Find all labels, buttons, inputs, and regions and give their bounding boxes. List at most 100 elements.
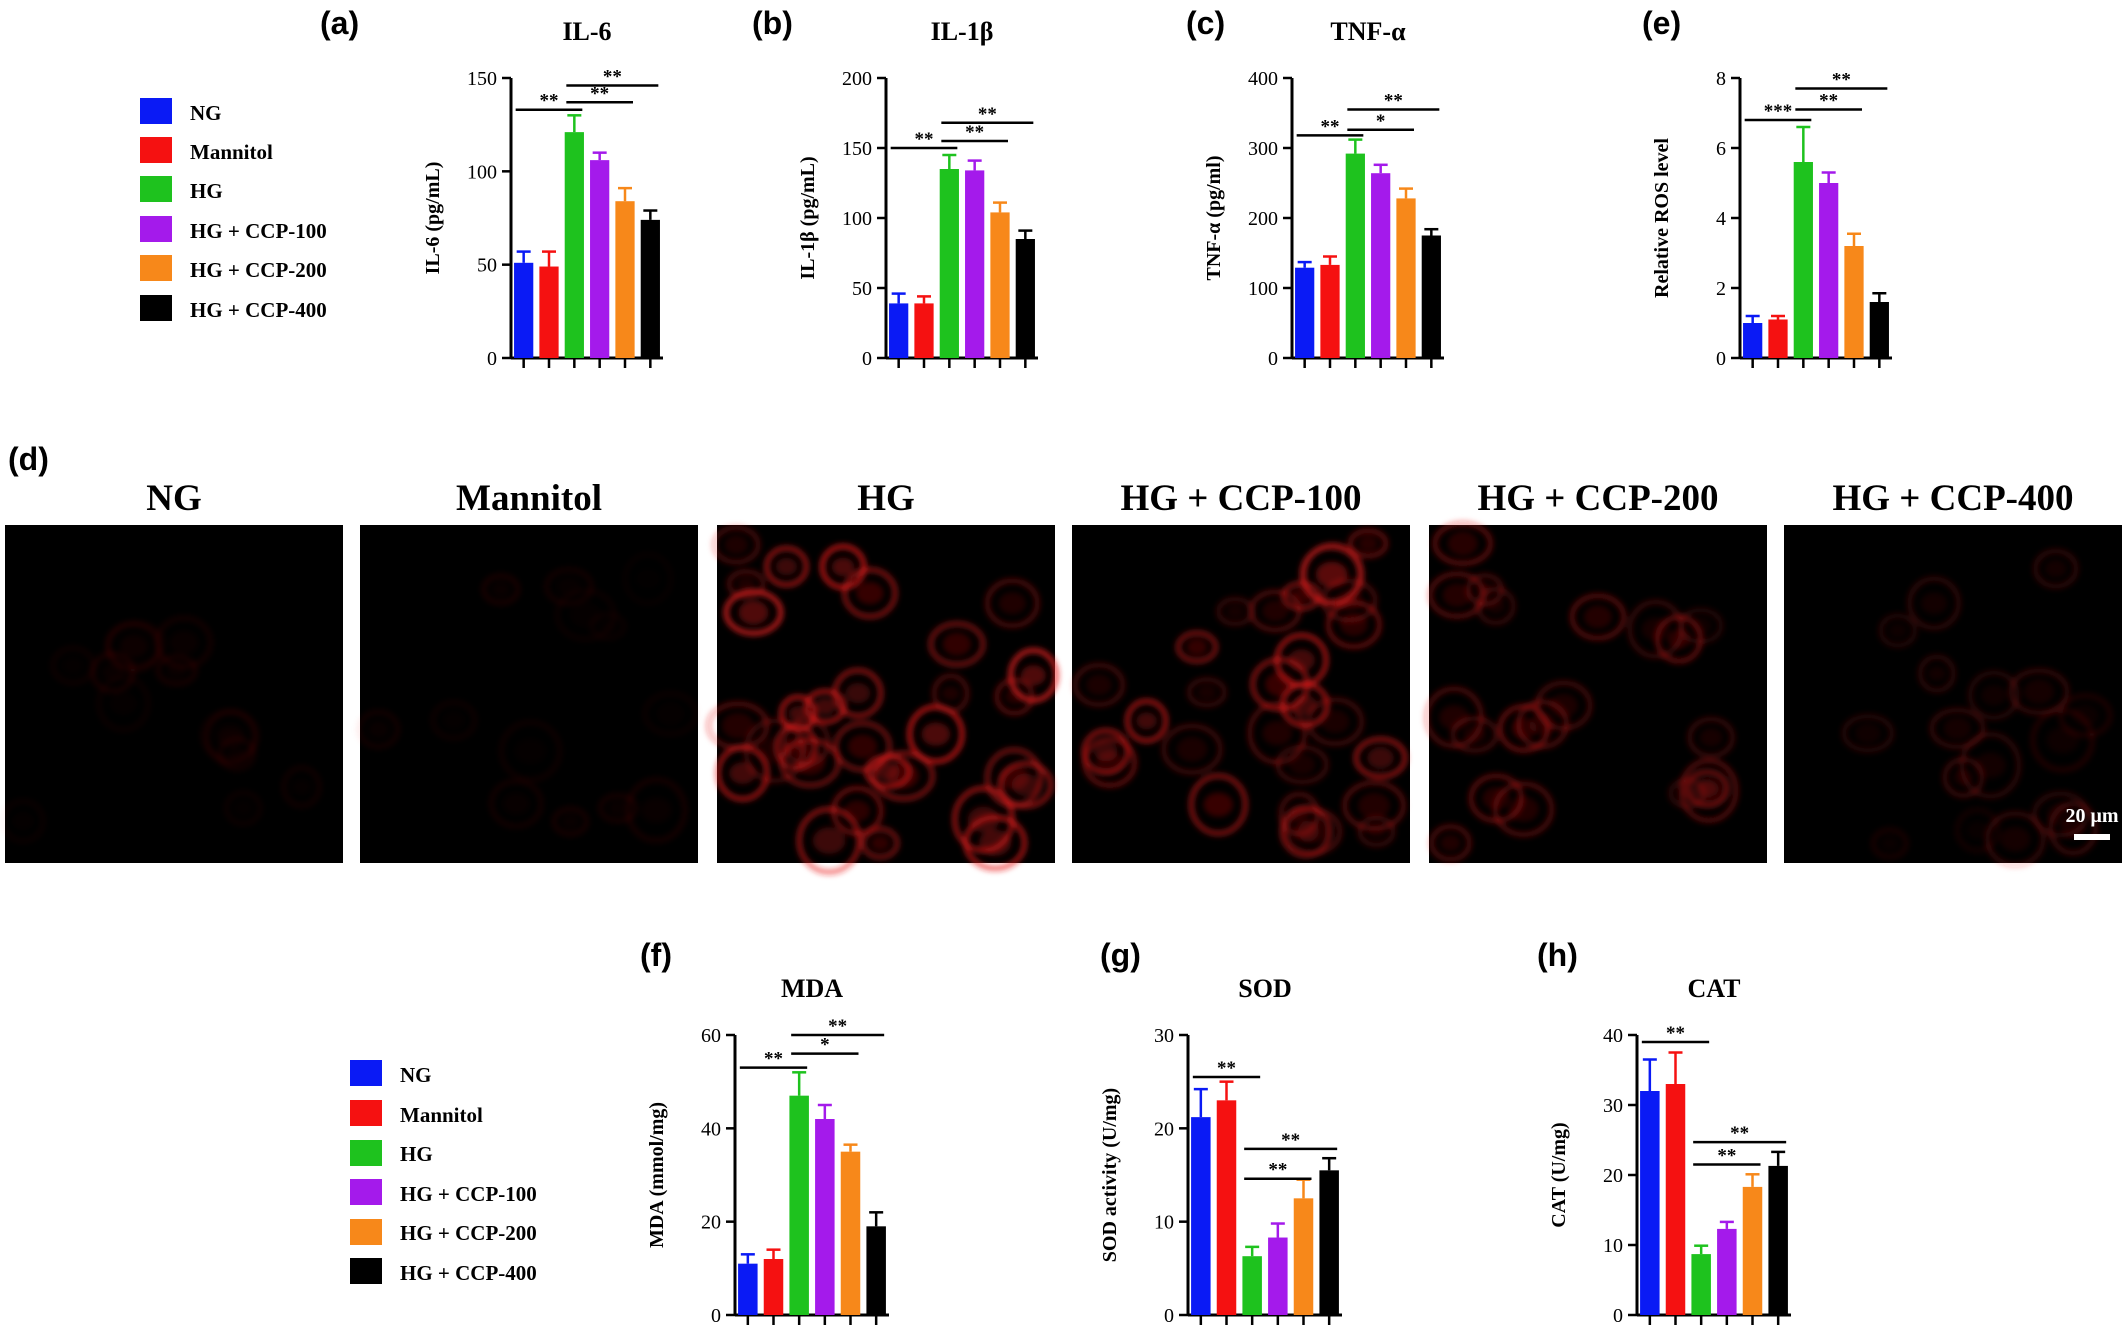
legend-swatch: [140, 137, 172, 163]
cell: [726, 568, 766, 600]
significance-label: **: [1730, 1123, 1749, 1144]
cell-interior: [561, 814, 580, 829]
bar: [939, 169, 959, 358]
cell-interior: [1953, 769, 1974, 786]
cell-interior: [729, 762, 757, 785]
y-tick-label: 100: [467, 161, 497, 183]
cell-interior: [1927, 666, 1947, 682]
micrograph: [5, 525, 343, 863]
y-tick-label: 150: [467, 68, 497, 90]
chart-title: SOD: [1238, 974, 1291, 1003]
y-axis-label: Relative ROS level: [1651, 138, 1673, 298]
y-tick-label: 100: [842, 208, 872, 230]
cell: [1954, 807, 2001, 853]
y-tick-label: 0: [1164, 1305, 1174, 1327]
significance-label: **: [764, 1049, 783, 1070]
chart-sod: (g) SOD 0 10 20 30 SOD activity (U/mg) ** ** **: [1099, 937, 1342, 1327]
bar: [590, 160, 610, 358]
cell-interior: [721, 712, 754, 739]
legend-label: HG: [190, 179, 223, 203]
cell-interior: [514, 738, 546, 764]
panel-letter: (b): [752, 5, 793, 41]
bar: [738, 1263, 758, 1315]
image-title: NG: [146, 478, 202, 519]
cell-interior: [1292, 820, 1319, 843]
cell: [1186, 676, 1228, 708]
y-tick-label: 8: [1716, 68, 1726, 90]
bar: [840, 1151, 861, 1315]
cell: [1432, 521, 1493, 566]
bar: [1717, 1228, 1737, 1315]
cell-interior: [570, 602, 601, 628]
y-axis-label: TNF-α (pg/ml): [1203, 155, 1225, 280]
cell: [1475, 586, 1516, 626]
cell-interior: [1999, 826, 2031, 852]
legend-label: HG + CCP-200: [190, 258, 327, 282]
cell-interior: [234, 801, 253, 816]
cell: [1072, 662, 1126, 708]
cell: [2058, 693, 2113, 738]
cell-interior: [941, 686, 960, 701]
cell: [723, 589, 784, 636]
image-title: Mannitol: [456, 478, 602, 519]
cell: [2033, 548, 2079, 589]
legend-label: Mannitol: [190, 140, 273, 164]
cell: [642, 691, 699, 737]
cell: [1841, 713, 1895, 753]
bar: [1665, 1084, 1686, 1315]
cell: [1342, 780, 1406, 832]
cell: [796, 806, 862, 875]
cell-interior: [119, 635, 148, 659]
cell-interior: [1020, 665, 1047, 686]
legend-swatch: [350, 1060, 382, 1086]
cell-interior: [1261, 600, 1289, 622]
cell-interior: [1888, 622, 1908, 639]
chart-title: CAT: [1688, 974, 1741, 1003]
panel-letter: (g): [1100, 937, 1141, 973]
y-axis-label: CAT (U/mg): [1548, 1122, 1570, 1227]
cell: [842, 567, 898, 620]
legend-label: NG: [400, 1063, 432, 1087]
chart-title: TNF-α: [1330, 17, 1406, 46]
cell-interior: [12, 812, 34, 830]
cell: [1686, 769, 1730, 808]
bar: [564, 132, 584, 358]
cell-interior: [1549, 693, 1579, 718]
cell: [498, 719, 563, 783]
cell: [1907, 576, 1962, 631]
cell-group: [0, 615, 322, 844]
bar: [1421, 235, 1441, 358]
legend-swatch: [140, 295, 172, 321]
panel-letter: (e): [1642, 5, 1681, 41]
cell-interior: [1966, 821, 1989, 840]
y-tick-label: 0: [1268, 348, 1278, 370]
scale-bar: [2074, 834, 2110, 840]
cell-interior: [1262, 720, 1293, 746]
cell: [155, 654, 198, 687]
image-title: HG + CCP-200: [1477, 478, 1718, 519]
bar: [1242, 1256, 1262, 1315]
significance-label: **: [603, 66, 622, 87]
cell: [774, 723, 818, 771]
cell-interior: [1186, 638, 1208, 656]
cell: [1429, 824, 1472, 862]
y-tick-label: 20: [1603, 1165, 1623, 1187]
cell-interior: [2060, 818, 2086, 839]
cell: [223, 790, 263, 827]
cell: [50, 645, 96, 686]
cell-interior: [1357, 792, 1391, 819]
y-tick-label: 100: [1248, 278, 1278, 300]
chart-title: MDA: [781, 974, 843, 1003]
panel-letter: (c): [1186, 5, 1225, 41]
cell: [907, 704, 965, 764]
cell: [1959, 731, 2022, 799]
bar: [1015, 239, 1035, 358]
cell-interior: [367, 720, 390, 738]
significance-label: **: [1321, 116, 1340, 137]
cell: [1008, 647, 1059, 703]
bar: [789, 1095, 809, 1315]
